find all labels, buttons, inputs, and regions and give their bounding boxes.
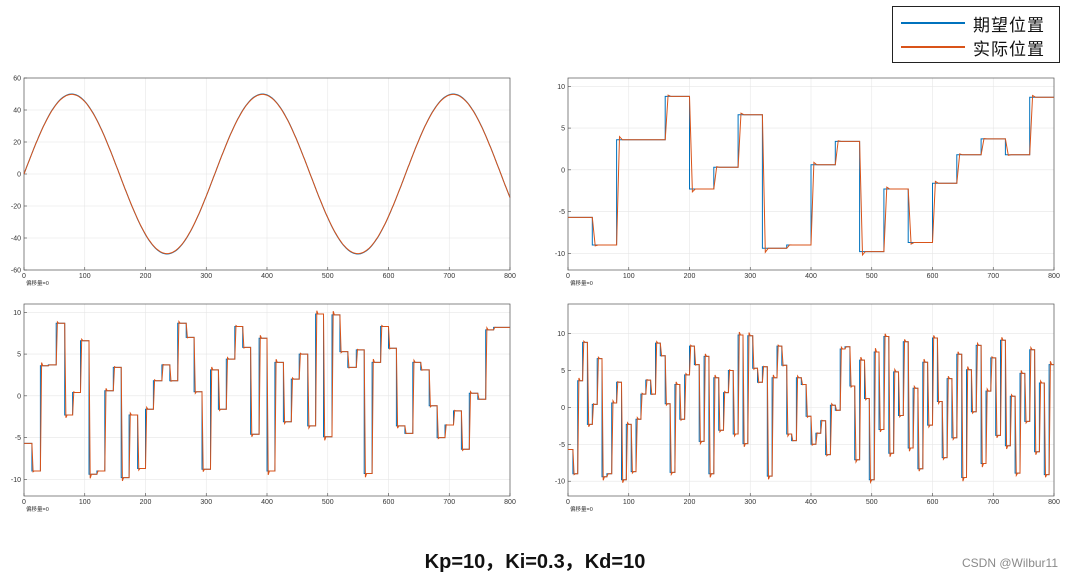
legend-entry-desired: 期望位置: [901, 11, 1045, 36]
axes-box: [567, 77, 1055, 271]
y-tick-label: 0: [561, 405, 565, 412]
y-tick-label: -5: [559, 209, 565, 216]
y-tick-label: 0: [17, 393, 21, 400]
y-tick-label: 10: [13, 310, 21, 317]
x-tick-label: 300: [200, 273, 212, 280]
x-tick-label: 500: [866, 499, 878, 506]
chart-panel-step-medium: 0 100 200 300 400 500 600 700 800 -10 -5 0 5 10 偏移量=0: [4, 298, 524, 518]
y-tick-label: 10: [557, 84, 565, 91]
x-tick-label: 500: [322, 273, 334, 280]
x-tick-label: 0: [22, 273, 26, 280]
x-tick-label: 500: [322, 499, 334, 506]
x-tick-label: 700: [443, 499, 455, 506]
x-tick-label: 700: [443, 273, 455, 280]
chart-legend: 期望位置 实际位置: [892, 6, 1060, 63]
pid-params-caption: Kp=10，Ki=0.3，Kd=10: [424, 551, 646, 573]
legend-label-actual: 实际位置: [973, 39, 1045, 60]
x-axis-label: 偏移量=0: [570, 279, 593, 287]
series-line-actual: [568, 331, 1054, 485]
x-tick-label: 200: [684, 273, 696, 280]
axes-box: [23, 303, 511, 497]
x-tick-label: 300: [200, 499, 212, 506]
legend-swatch-actual: [901, 46, 965, 48]
x-tick-label: 700: [987, 273, 999, 280]
x-tick-label: 400: [261, 273, 273, 280]
watermark: CSDN @Wilbur11: [962, 556, 1058, 570]
x-tick-label: 400: [261, 499, 273, 506]
x-axis-label: 偏移量=0: [26, 279, 49, 287]
chart-svg: 0 100 200 300 400 500 600 700 800 -10 -5 0 5 10 偏移量=0: [555, 77, 1060, 287]
x-tick-label: 600: [927, 499, 939, 506]
y-tick-label: -5: [559, 442, 565, 449]
chart-svg: 0 100 200 300 400 500 600 700 800 -60 -40 -20 0 20 40 6…: [11, 76, 516, 288]
chart-svg: 0 100 200 300 400 500 600 700 800 -10 -5 0 5 10 偏移量=0: [555, 303, 1060, 513]
y-tick-label: 60: [13, 76, 21, 83]
y-tick-label: 5: [17, 352, 21, 359]
x-tick-label: 0: [566, 273, 570, 280]
x-tick-label: 200: [140, 499, 152, 506]
x-tick-label: 200: [684, 499, 696, 506]
legend-entry-actual: 实际位置: [901, 35, 1045, 60]
y-tick-label: -10: [11, 477, 21, 484]
y-tick-label: -40: [11, 236, 21, 243]
x-tick-label: 600: [927, 273, 939, 280]
y-tick-label: -10: [555, 479, 565, 486]
x-tick-label: 100: [79, 499, 91, 506]
chart-svg: 0 100 200 300 400 500 600 700 800 -10 -5 0 5 10 偏移量=0: [11, 303, 516, 513]
y-tick-label: -10: [555, 251, 565, 258]
y-tick-label: 0: [561, 167, 565, 174]
series-line-actual: [23, 93, 511, 255]
y-tick-label: 20: [13, 140, 21, 147]
chart-panel-step-slow: 0 100 200 300 400 500 600 700 800 -10 -5 0 5 10 偏移量=0: [548, 72, 1068, 292]
x-tick-label: 300: [744, 273, 756, 280]
x-axis-label: 偏移量=0: [26, 505, 49, 513]
x-tick-label: 400: [805, 499, 817, 506]
y-tick-label: -5: [15, 435, 21, 442]
x-tick-label: 500: [866, 273, 878, 280]
x-tick-label: 400: [805, 273, 817, 280]
x-tick-label: 0: [566, 499, 570, 506]
y-tick-label: 5: [561, 368, 565, 375]
x-tick-label: 700: [987, 499, 999, 506]
y-tick-label: -60: [11, 268, 21, 275]
x-tick-label: 800: [1048, 499, 1060, 506]
x-tick-label: 800: [504, 273, 516, 280]
y-tick-label: 10: [557, 331, 565, 338]
y-tick-label: 40: [13, 108, 21, 115]
y-tick-label: -20: [11, 204, 21, 211]
x-tick-label: 0: [22, 499, 26, 506]
y-tick-label: 5: [561, 126, 565, 133]
x-axis-label: 偏移量=0: [570, 505, 593, 513]
x-tick-label: 800: [504, 499, 516, 506]
x-tick-label: 200: [140, 273, 152, 280]
series-line-actual: [24, 310, 510, 482]
x-tick-label: 300: [744, 499, 756, 506]
legend-label-desired: 期望位置: [973, 15, 1045, 36]
x-tick-label: 100: [623, 499, 635, 506]
x-tick-label: 100: [79, 273, 91, 280]
x-tick-label: 100: [623, 273, 635, 280]
legend-swatch-desired: [901, 22, 965, 24]
x-tick-label: 600: [383, 499, 395, 506]
y-tick-label: 0: [17, 172, 21, 179]
x-tick-label: 800: [1048, 273, 1060, 280]
x-tick-label: 600: [383, 273, 395, 280]
chart-panel-step-fast: 0 100 200 300 400 500 600 700 800 -10 -5 0 5 10 偏移量=0: [548, 298, 1068, 518]
chart-panel-sine: 0 100 200 300 400 500 600 700 800 -60 -40 -20 0 20 40 6…: [4, 72, 524, 292]
axes-box: [567, 303, 1055, 497]
series-line-actual: [568, 94, 1054, 257]
